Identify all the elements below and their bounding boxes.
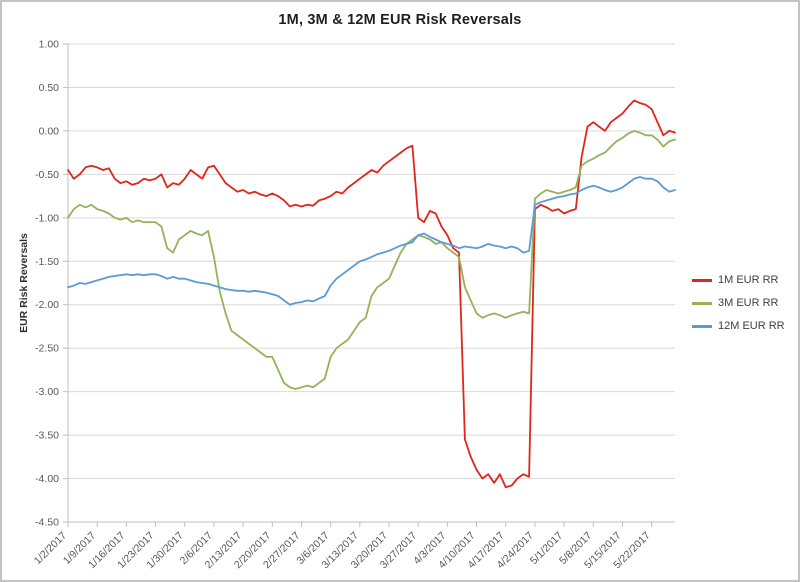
y-tick-label: -1.00 — [35, 212, 59, 224]
legend: 1M EUR RR 3M EUR RR 12M EUR RR — [692, 274, 785, 332]
y-tick-label: 1.00 — [39, 39, 60, 51]
series-line-1m-eur-rr — [67, 99, 676, 489]
y-tick-label: -3.50 — [35, 430, 59, 442]
legend-label: 12M EUR RR — [718, 320, 785, 332]
y-tick-label: -4.00 — [35, 473, 59, 485]
legend-swatch — [692, 301, 712, 305]
y-tick-label: -1.50 — [35, 256, 59, 268]
y-tick-label: -0.50 — [35, 169, 59, 181]
legend-label: 3M EUR RR — [718, 297, 779, 309]
legend-swatch — [692, 278, 712, 282]
series-line-3m-eur-rr — [67, 129, 676, 390]
y-tick-label: -2.00 — [35, 299, 59, 311]
legend-label: 1M EUR RR — [718, 274, 779, 286]
legend-item: 12M EUR RR — [692, 320, 785, 332]
series-line-12m-eur-rr — [67, 176, 676, 306]
legend-item: 1M EUR RR — [692, 274, 785, 286]
y-tick-label: -3.00 — [35, 386, 59, 398]
y-tick-label: 0.00 — [39, 125, 60, 137]
legend-swatch — [692, 324, 712, 328]
y-tick-label: -4.50 — [35, 517, 59, 529]
y-tick-label: -2.50 — [35, 343, 59, 355]
y-tick-label: 0.50 — [39, 82, 60, 94]
chart-title: 1M, 3M & 12M EUR Risk Reversals — [278, 12, 522, 28]
legend-item: 3M EUR RR — [692, 297, 785, 309]
